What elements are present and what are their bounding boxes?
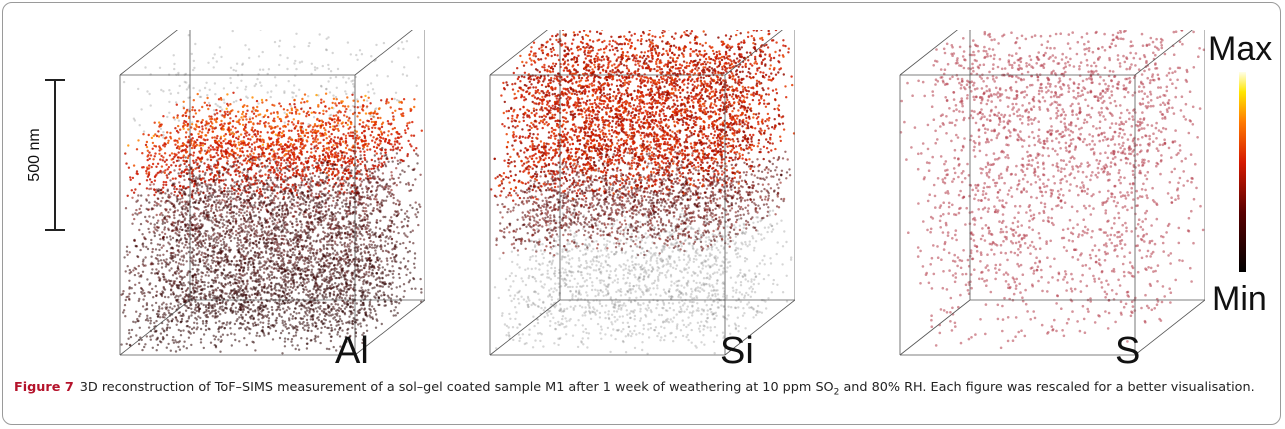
panel-label-al: Al [335,330,369,372]
panel-label-si: Si [720,330,754,372]
figure-caption: Figure 7 3D reconstruction of ToF–SIMS me… [14,378,1274,403]
scale-bar [45,79,65,231]
colorbar [1239,72,1246,272]
panel-s [865,30,1205,370]
s-cube-render [899,30,1205,356]
panel-label-s: S [1115,330,1141,372]
scale-bar-label: 500 nm [26,128,43,182]
si-cube-render [489,30,795,356]
colorbar-max-label: Max [1208,30,1273,68]
colorbar-min-label: Min [1212,280,1267,318]
caption-text-2: and 80% RH. Each figure was rescaled for… [839,380,1255,395]
panel-si [455,30,795,370]
al-cube-render [119,30,425,356]
caption-text-1: 3D reconstruction of ToF–SIMS measuremen… [79,380,834,395]
figure-label: Figure 7 [14,380,74,395]
caption-subscript: 2 [833,387,840,398]
panel-al [85,30,425,370]
